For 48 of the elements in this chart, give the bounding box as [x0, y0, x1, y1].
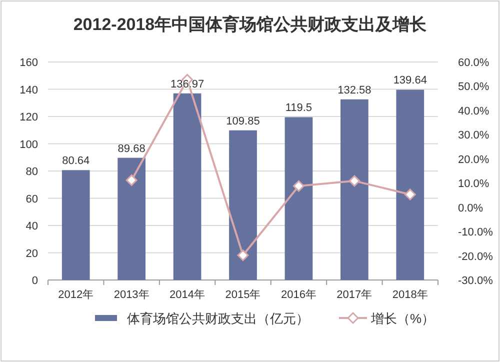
y2-tick-label: 40.0% [458, 105, 490, 118]
bar [62, 170, 90, 280]
x-tick-label: 2012年 [58, 289, 94, 301]
y-tick-label: 80 [26, 166, 38, 178]
y-tick-label: 40 [26, 220, 38, 232]
data-label: 119.5 [285, 102, 312, 114]
data-label: 132.58 [338, 84, 372, 96]
y2-tick-label: -10.0% [458, 226, 494, 239]
legend-label: 增长（%） [370, 311, 435, 326]
bar [396, 90, 424, 280]
y2-tick-label: 10.0% [458, 178, 490, 190]
y2-tick-label: 60.0% [458, 57, 490, 69]
y-tick-label: 20 [26, 248, 38, 260]
x-tick-label: 2014年 [170, 289, 206, 301]
data-label: 80.64 [62, 155, 90, 168]
y2-tick-label: -20.0% [458, 250, 494, 263]
x-tick-label: 2015年 [225, 289, 261, 301]
y2-tick-label: 20.0% [458, 154, 490, 166]
point [404, 188, 416, 200]
bar [118, 158, 146, 280]
bar [340, 99, 368, 280]
x-tick-label: 2013年 [114, 289, 150, 301]
legend-label: 体育场馆公共财政支出（亿元） [127, 311, 309, 326]
y-tick-label: 120 [20, 112, 38, 124]
point [126, 174, 138, 186]
y2-tick-label: 30.0% [458, 130, 490, 142]
y-tick-label: 0 [32, 275, 38, 287]
bar [284, 117, 313, 280]
y2-tick-label: -30.0% [458, 275, 494, 287]
data-label: 89.68 [118, 142, 146, 155]
bar [173, 93, 202, 280]
y-tick-label: 100 [20, 138, 38, 151]
x-tick-label: 2018年 [392, 289, 428, 301]
data-label: 139.64 [393, 74, 427, 87]
point [292, 180, 304, 192]
y-tick-label: 160 [20, 57, 38, 69]
y-tick-label: 60 [26, 193, 38, 206]
x-tick-label: 2016年 [280, 289, 316, 301]
chart-title: 2012-2018年中国体育场馆公共财政支出及增长 [73, 14, 428, 34]
point [237, 250, 249, 262]
x-tick-label: 2017年 [336, 289, 372, 301]
point [348, 175, 360, 187]
data-label: 109.85 [226, 115, 260, 128]
y2-tick-label: 0.0% [458, 202, 484, 214]
data-label: 136.97 [170, 78, 204, 90]
bar [229, 130, 257, 280]
y2-tick-label: 50.0% [458, 81, 490, 94]
y-tick-label: 140 [20, 84, 38, 96]
